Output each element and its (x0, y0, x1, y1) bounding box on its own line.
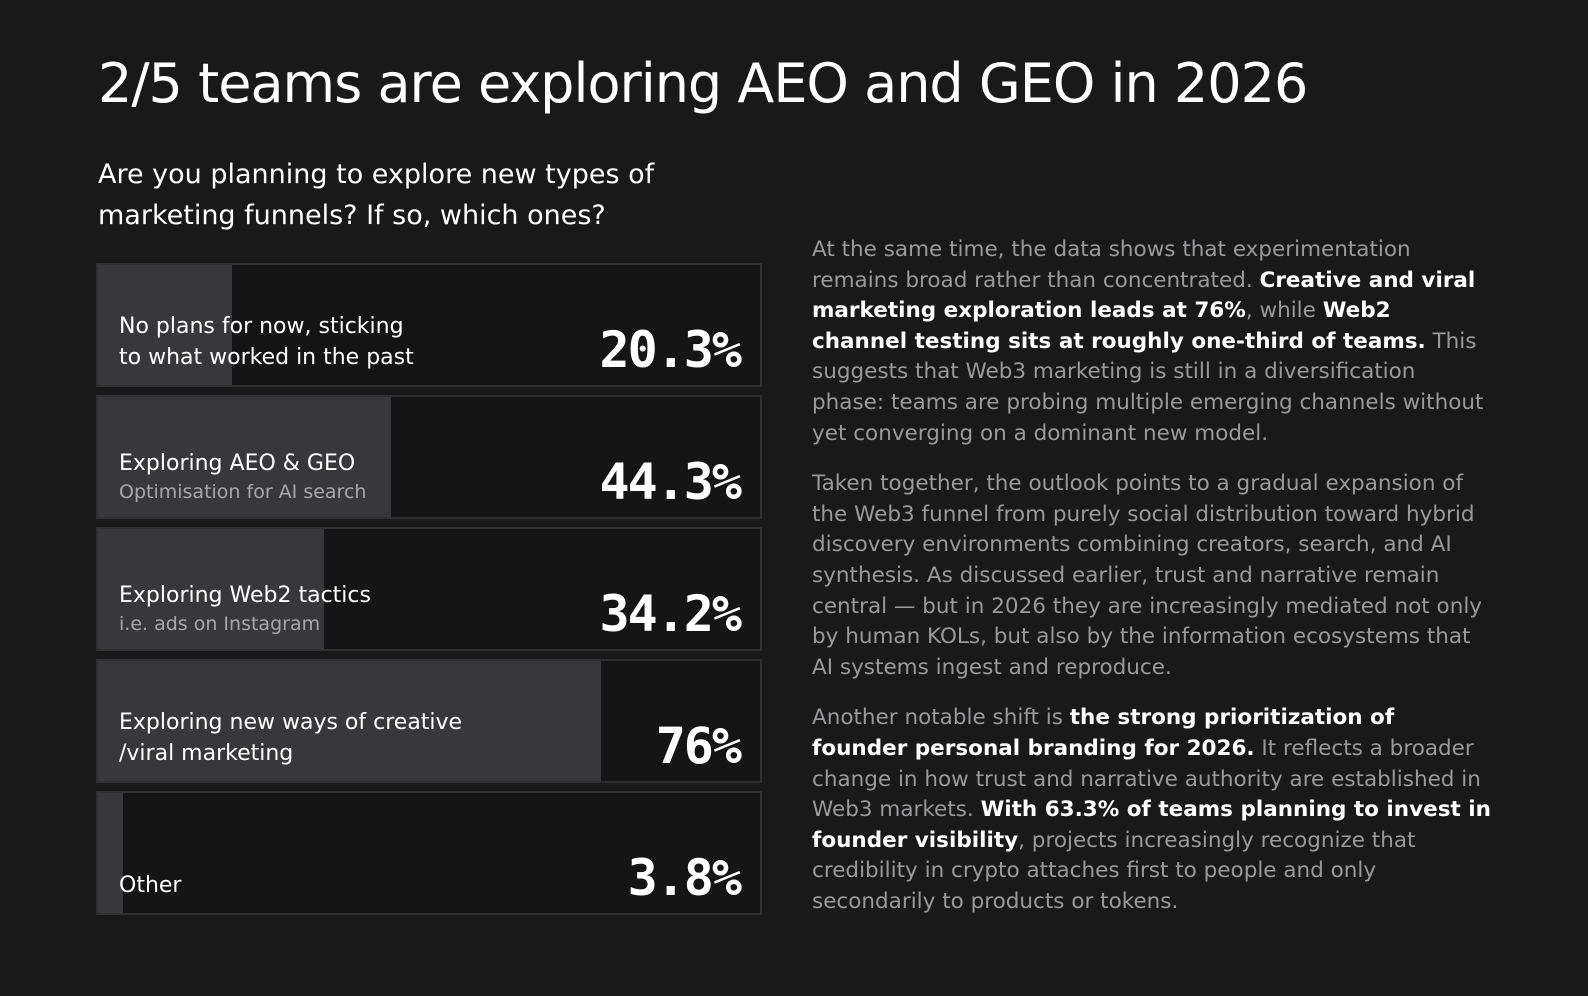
bar-text: Other (119, 870, 499, 901)
bar-label: Exploring Web2 tactics (119, 583, 371, 608)
bar-chart: No plans for now, sticking to what worke… (96, 263, 762, 923)
bar-fill (98, 661, 602, 781)
highlight-text: the strong prioritization of founder per… (812, 705, 1395, 761)
bar-row: Exploring AEO & GEO Optimisation for AI s… (96, 395, 762, 519)
commentary-paragraph: Another notable shift is the strong prio… (812, 703, 1492, 917)
highlight-text: Creative and viral marketing exploration… (812, 267, 1476, 324)
bar-value-label: 44.3% (599, 453, 742, 511)
bar-label: No plans for now, sticking to what worke… (119, 314, 414, 370)
highlight-text: With 63.3% of teams planning to invest i… (812, 797, 1491, 853)
highlight-text: Web2 channel testing sits at roughly one… (812, 298, 1426, 354)
commentary-paragraph: Taken together, the outlook points to a … (812, 469, 1492, 683)
bar-label: Exploring AEO & GEO (119, 451, 356, 476)
bar-sublabel: i.e. ads on Instagram (119, 613, 321, 635)
paragraph-text: Another notable shift is (812, 705, 1070, 731)
paragraph-text: This suggests that Web3 marketing is sti… (812, 328, 1484, 446)
bar-fill (98, 529, 325, 649)
bar-value-label: 76% (655, 717, 742, 775)
bar-text: No plans for now, sticking to what worke… (119, 311, 499, 373)
bar-row: No plans for now, sticking to what worke… (96, 263, 762, 387)
bar-fill (98, 793, 124, 913)
bar-row: Exploring Web2 tactics i.e. ads on Instag… (96, 527, 762, 651)
bar-text: Exploring AEO & GEO Optimisation for AI s… (119, 448, 499, 505)
bar-value-label: 20.3% (599, 321, 742, 379)
bar-row: Exploring new ways of creative /viral ma… (96, 659, 762, 783)
paragraph-text: Taken together, the outlook points to a … (812, 471, 1483, 680)
bar-text: Exploring new ways of creative /viral ma… (119, 707, 499, 769)
bar-value-label: 3.8% (627, 849, 742, 907)
paragraph-text: , while (1245, 298, 1323, 324)
bar-label: Exploring new ways of creative /viral ma… (119, 710, 463, 766)
bar-label: Other (119, 873, 182, 898)
paragraph-text: , projects increasingly recognize that c… (812, 827, 1416, 914)
commentary-paragraph: At the same time, the data shows that ex… (812, 235, 1492, 449)
page-title: 2/5 teams are exploring AEO and GEO in 2… (98, 52, 1308, 115)
bar-fill (98, 265, 233, 385)
bar-value-label: 34.2% (599, 585, 742, 643)
bar-fill (98, 397, 392, 517)
bar-row: Other 3.8% (96, 791, 762, 915)
commentary-text: At the same time, the data shows that ex… (812, 235, 1492, 937)
bar-sublabel: Optimisation for AI search (119, 481, 367, 503)
paragraph-text: At the same time, the data shows that ex… (812, 237, 1411, 293)
bar-text: Exploring Web2 tactics i.e. ads on Instag… (119, 580, 499, 637)
paragraph-text: It reflects a broader change in how trus… (812, 735, 1481, 823)
survey-question: Are you planning to explore new types of… (98, 159, 655, 231)
